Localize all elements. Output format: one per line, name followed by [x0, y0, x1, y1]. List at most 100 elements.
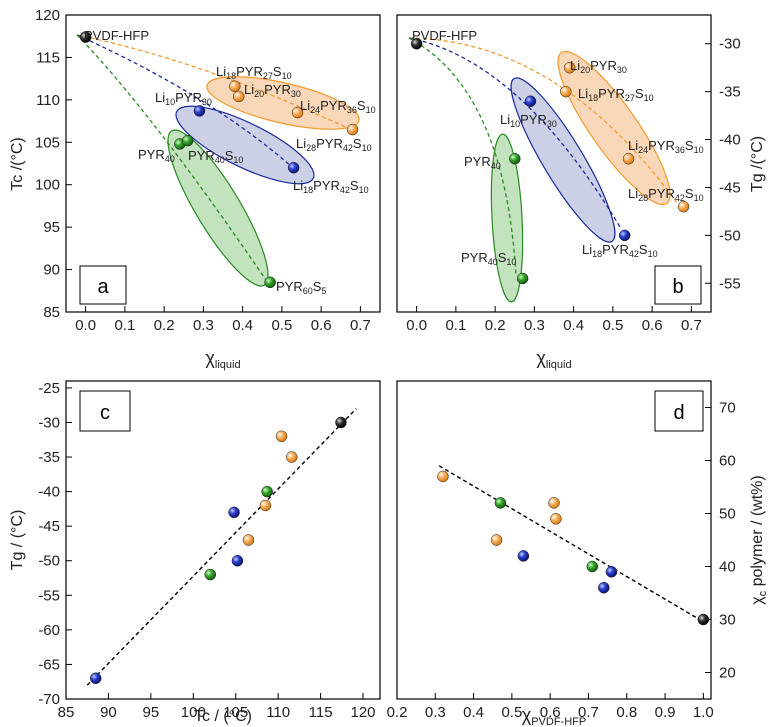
x-tick-label: 0.7	[681, 317, 702, 334]
panel-a-letter-box	[79, 265, 127, 305]
y-tick-label: -60	[38, 622, 60, 639]
data-point-orange	[285, 451, 298, 463]
y-tick-label: -55	[38, 587, 60, 604]
panel-d-letter-box	[654, 390, 704, 432]
blue-trend-a	[76, 34, 293, 168]
data-point-orange	[560, 85, 572, 98]
y-tick-label: -45	[719, 179, 741, 196]
panel-d-frame	[396, 380, 712, 700]
panel-d-points	[437, 470, 710, 626]
x-tick-label: 0.5	[602, 317, 623, 334]
panel-a-xlabel: χliquid	[205, 348, 240, 371]
panel-d: 0.2 0.3 0.4 0.5 0.6 0.7 0.8 0.9 1.0203040506070 …	[387, 380, 769, 727]
panel-c-xlabel: Tc / (°C)	[194, 708, 252, 725]
orange-trend-a	[76, 34, 353, 131]
y-tick-label: 100	[35, 177, 60, 194]
panel-b: 0.0 0.1 0.2 0.3 0.4 0.5 0.6 0.7 -55 -50 -45 -40 -35 -…	[396, 14, 766, 371]
panel-b-points	[410, 37, 690, 285]
data-point-orange	[622, 152, 635, 165]
data-point-blue	[287, 161, 300, 174]
label-pyr40s10-a: PYR40S10	[188, 148, 243, 165]
data-point-orange	[550, 513, 562, 525]
data-point-black	[410, 37, 423, 50]
y-tick-label: 20	[719, 665, 736, 682]
y-tick-label: 40	[719, 559, 736, 576]
panel-b-frame	[396, 14, 712, 313]
x-tick-label: 0.2	[387, 704, 408, 721]
data-point-orange	[563, 61, 576, 74]
x-tick-label: 0.7	[350, 317, 371, 334]
label-pyr40s10-b: PYR40S10	[461, 250, 516, 267]
data-point-green	[494, 497, 507, 509]
panel-c-ticks: 85 90 95 100 105 110 115 120 -70 -65 -60 -55 -50 -45 -…	[38, 380, 375, 721]
panel-a-frame	[65, 14, 381, 313]
x-tick-label: 110	[266, 704, 290, 721]
x-tick-label: 115	[309, 704, 333, 721]
x-tick-label: 0.5	[271, 317, 292, 334]
y-tick-label: -35	[719, 84, 741, 101]
panel-c-frame	[65, 380, 381, 700]
panel-c-fit-line	[86, 408, 357, 686]
label-pvdf-hfp-b: PVDF-HFP	[412, 28, 477, 43]
y-tick-label: -30	[38, 414, 60, 431]
x-tick-label: 85	[58, 704, 75, 721]
label-li18pyr27s10-a: Li18PYR27S10	[216, 64, 292, 81]
label-pvdf-hfp-a: PVDF-HFP	[84, 28, 149, 43]
x-tick-label: 100	[181, 704, 206, 721]
y-tick-label: 105	[35, 134, 60, 151]
data-point-blue	[618, 229, 631, 242]
x-tick-label: 0.0	[75, 317, 96, 334]
label-li24pyr36s10-b: Li24PYR36S10	[628, 138, 704, 155]
data-point-orange	[275, 430, 288, 443]
y-tick-label: -35	[38, 449, 60, 466]
y-tick-label: -50	[719, 227, 741, 244]
blue-region-a	[175, 105, 315, 185]
data-point-blue	[517, 550, 530, 562]
panel-c-letter: c	[100, 402, 110, 424]
panel-d-fit-line	[438, 465, 700, 621]
data-point-green	[264, 276, 276, 289]
y-tick-label: 110	[36, 92, 60, 109]
panel-a-letter: a	[97, 276, 109, 298]
data-point-black	[335, 416, 347, 429]
label-li18pyr27s10-b: Li18PYR27S10	[578, 86, 654, 103]
data-point-orange	[437, 470, 449, 483]
data-point-blue	[598, 581, 610, 594]
y-tick-label: 50	[719, 506, 736, 523]
x-tick-label: 0.6	[311, 317, 332, 334]
x-tick-label: 0.4	[232, 317, 253, 334]
x-tick-label: 105	[223, 704, 248, 721]
panel-a-labels: PVDF-HFP Li18PYR27S10 Li20PYR30 Li24PYR3…	[84, 28, 376, 296]
x-tick-label: 0.8	[616, 704, 637, 721]
y-tick-label: -45	[38, 518, 60, 535]
panel-b-letter-box	[654, 265, 702, 305]
x-tick-label: 0.3	[193, 317, 214, 334]
y-tick-label: -30	[719, 36, 741, 53]
data-point-orange	[232, 90, 245, 103]
y-tick-label: 90	[43, 262, 60, 279]
label-li18pyr42s10-b: Li18PYR42S10	[582, 242, 658, 259]
data-point-blue	[231, 554, 244, 567]
orange-region-b	[557, 50, 671, 206]
x-tick-label: 0.6	[540, 704, 561, 721]
y-tick-label: -70	[38, 691, 60, 708]
data-point-orange	[490, 534, 503, 546]
panel-d-xlabel: χPVDF-HFP	[522, 705, 586, 727]
y-tick-label: 115	[36, 49, 60, 66]
panel-a-points	[79, 31, 359, 289]
panel-b-labels: PVDF-HFP Li20PYR30 Li18PYR27S10 Li10PYR3…	[412, 28, 704, 267]
data-point-orange	[242, 534, 255, 546]
green-trend-a	[76, 34, 267, 281]
panel-c-points	[89, 416, 347, 685]
orange-region-a	[206, 76, 360, 130]
panel-a-ylabel: Tc /(°C)	[9, 137, 26, 191]
data-point-green	[516, 272, 529, 285]
y-tick-label: 85	[43, 304, 60, 321]
x-tick-label: 95	[143, 704, 160, 721]
panel-c-letter-box	[79, 390, 131, 432]
x-tick-label: 0.5	[501, 704, 522, 721]
data-point-green	[204, 568, 217, 581]
x-tick-label: 0.9	[655, 704, 676, 721]
x-tick-label: 0.3	[425, 704, 446, 721]
